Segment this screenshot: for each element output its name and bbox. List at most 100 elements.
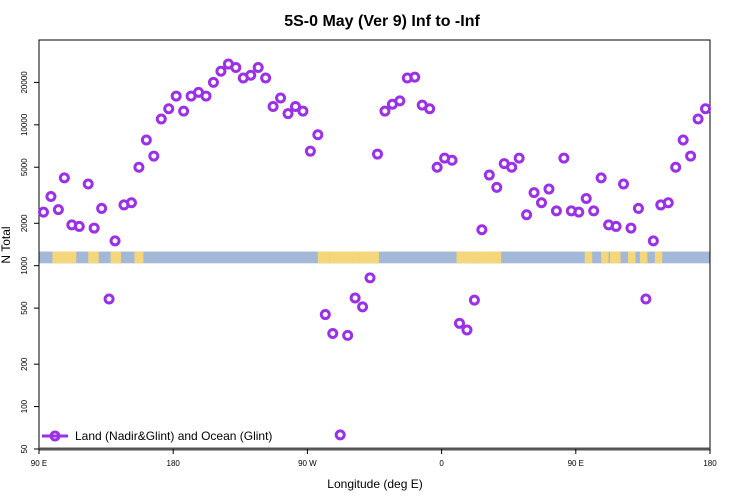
data-point bbox=[453, 317, 465, 329]
data-point bbox=[483, 169, 495, 181]
data-point bbox=[297, 105, 309, 117]
data-point bbox=[692, 113, 704, 125]
data-point bbox=[543, 183, 555, 195]
data-point bbox=[267, 100, 279, 112]
data-point bbox=[148, 150, 160, 162]
data-point bbox=[528, 187, 540, 199]
data-point bbox=[252, 62, 264, 74]
data-point bbox=[364, 272, 376, 284]
x-tick-label: 90 E bbox=[31, 459, 47, 468]
data-point bbox=[178, 105, 190, 117]
x-tick-label: 90 W bbox=[298, 459, 317, 468]
data-point bbox=[327, 328, 339, 340]
land-segment bbox=[359, 251, 379, 264]
data-point bbox=[133, 161, 145, 173]
data-point bbox=[163, 103, 175, 115]
legend: Land (Nadir&Glint) and Ocean (Glint) bbox=[42, 429, 272, 443]
data-point bbox=[88, 222, 100, 234]
y-tick-label: 200 bbox=[20, 357, 29, 371]
data-point bbox=[82, 178, 94, 190]
legend-marker bbox=[49, 430, 61, 442]
data-point bbox=[275, 92, 287, 104]
data-point bbox=[409, 71, 421, 83]
land-ocean-strip bbox=[39, 251, 710, 264]
data-point bbox=[319, 309, 331, 321]
data-point bbox=[640, 293, 652, 305]
y-tick-label: 5000 bbox=[20, 158, 29, 176]
data-point bbox=[282, 108, 294, 120]
data-point bbox=[334, 429, 346, 441]
land-segment bbox=[329, 251, 360, 264]
y-axis-label: N Total bbox=[0, 226, 13, 263]
data-point bbox=[357, 301, 369, 313]
data-point bbox=[52, 204, 64, 216]
y-tick-label: 1000 bbox=[20, 256, 29, 274]
axes: 90 E 180 90 W 0 90 E 180 50 100 200 500 1000 2000 50… bbox=[20, 39, 717, 468]
land-segment bbox=[601, 251, 609, 264]
data-point bbox=[670, 161, 682, 173]
data-point bbox=[304, 145, 316, 157]
x-tick-label: 0 bbox=[439, 459, 444, 468]
data-point bbox=[342, 329, 354, 341]
data-point bbox=[662, 197, 674, 209]
data-point bbox=[595, 172, 607, 184]
data-point bbox=[73, 220, 85, 232]
data-point bbox=[155, 113, 167, 125]
data-point bbox=[625, 222, 637, 234]
data-point bbox=[461, 324, 473, 336]
y-tick-label: 2000 bbox=[20, 214, 29, 232]
data-point bbox=[468, 294, 480, 306]
data-point bbox=[140, 134, 152, 146]
land-segment bbox=[88, 251, 99, 264]
data-point bbox=[37, 206, 49, 218]
x-tick-label: 180 bbox=[703, 459, 717, 468]
data-point bbox=[215, 65, 227, 77]
data-point bbox=[230, 62, 242, 74]
data-point bbox=[506, 161, 518, 173]
data-point bbox=[550, 205, 562, 217]
data-point bbox=[424, 103, 436, 115]
land-segment bbox=[456, 251, 464, 264]
data-points bbox=[37, 58, 712, 441]
data-point bbox=[200, 90, 212, 102]
data-point bbox=[677, 134, 689, 146]
land-segment bbox=[463, 251, 475, 264]
land-segment bbox=[52, 251, 77, 264]
data-point bbox=[312, 129, 324, 141]
data-point bbox=[394, 95, 406, 107]
data-point bbox=[245, 69, 257, 81]
y-tick-label: 50 bbox=[20, 444, 29, 453]
data-point bbox=[109, 235, 121, 247]
data-point bbox=[632, 202, 644, 214]
data-point bbox=[446, 154, 458, 166]
data-point bbox=[289, 100, 301, 112]
land-segment bbox=[110, 251, 122, 264]
legend-label: Land (Nadir&Glint) and Ocean (Glint) bbox=[75, 429, 272, 443]
data-point bbox=[431, 161, 443, 173]
data-point bbox=[580, 192, 592, 204]
chart-title: 5S-0 May (Ver 9) Inf to -Inf bbox=[284, 13, 480, 30]
x-tick-label: 180 bbox=[167, 459, 181, 468]
land-segment bbox=[317, 251, 330, 264]
land-segment bbox=[654, 251, 663, 264]
data-point bbox=[558, 152, 570, 164]
data-point bbox=[103, 293, 115, 305]
data-point bbox=[371, 148, 383, 160]
data-point bbox=[379, 105, 391, 117]
y-tick-label: 20000 bbox=[20, 71, 29, 94]
land-segment bbox=[134, 251, 144, 264]
land-segment bbox=[474, 251, 502, 264]
data-point bbox=[491, 181, 503, 193]
x-axis-label: Longitude (deg E) bbox=[327, 477, 422, 491]
data-point bbox=[521, 209, 533, 221]
land-segment bbox=[627, 251, 636, 264]
data-point bbox=[170, 90, 182, 102]
data-point bbox=[573, 206, 585, 218]
y-tick-label: 100 bbox=[20, 399, 29, 413]
data-point bbox=[349, 292, 361, 304]
land-segment bbox=[639, 251, 648, 264]
data-point bbox=[588, 205, 600, 217]
data-point bbox=[58, 172, 70, 184]
